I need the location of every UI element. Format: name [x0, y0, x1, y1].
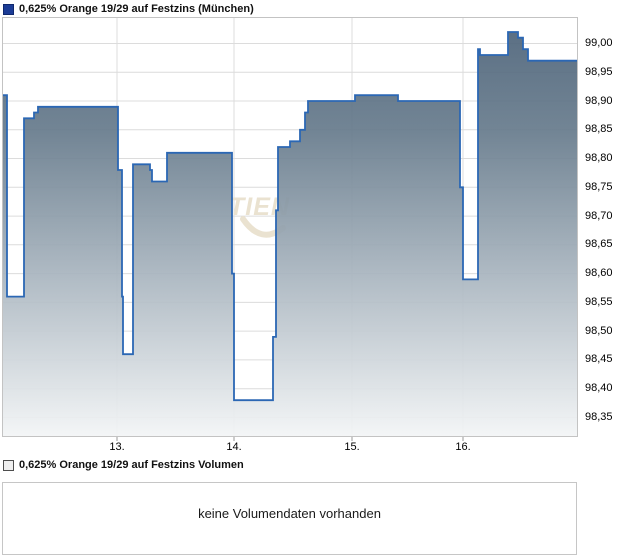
plot-border — [2, 17, 578, 437]
price-chart-canvas[interactable]: TIEN — [2, 17, 578, 441]
volume-empty-message: keine Volumendaten vorhanden — [198, 506, 381, 521]
y-axis-label: 98,40 — [585, 382, 613, 394]
volume-chart-legend: 0,625% Orange 19/29 auf Festzins Volumen — [3, 459, 244, 471]
y-axis-label: 98,80 — [585, 152, 613, 164]
y-axis-label: 98,60 — [585, 267, 613, 279]
volume-panel: keine Volumendaten vorhanden — [2, 482, 577, 555]
y-axis-label: 98,50 — [585, 325, 613, 337]
price-chart-legend: 0,625% Orange 19/29 auf Festzins (Münche… — [3, 3, 254, 15]
y-axis-label: 98,95 — [585, 66, 613, 78]
price-chart-title: 0,625% Orange 19/29 auf Festzins (Münche… — [19, 3, 254, 15]
y-axis-label: 98,90 — [585, 95, 613, 107]
price-area-fill — [2, 32, 578, 437]
volume-series-marker-icon — [3, 459, 14, 471]
y-axis-label: 99,00 — [585, 37, 613, 49]
x-axis-label: 13. — [109, 441, 125, 453]
y-axis-label: 98,45 — [585, 353, 613, 365]
y-axis-label: 98,65 — [585, 238, 613, 250]
x-axis-label: 16. — [455, 441, 471, 453]
price-series-marker-icon — [3, 3, 14, 15]
y-axis-label: 98,55 — [585, 296, 613, 308]
x-axis-label: 14. — [226, 441, 242, 453]
y-axis-label: 98,85 — [585, 123, 613, 135]
y-axis-label: 98,70 — [585, 210, 613, 222]
price-chart-plot-area[interactable]: TIEN — [2, 17, 578, 441]
y-axis-label: 98,75 — [585, 181, 613, 193]
x-axis-label: 15. — [344, 441, 360, 453]
y-axis-label: 98,35 — [585, 411, 613, 423]
price-step-line — [2, 31, 578, 402]
volume-chart-title: 0,625% Orange 19/29 auf Festzins Volumen — [19, 459, 244, 471]
